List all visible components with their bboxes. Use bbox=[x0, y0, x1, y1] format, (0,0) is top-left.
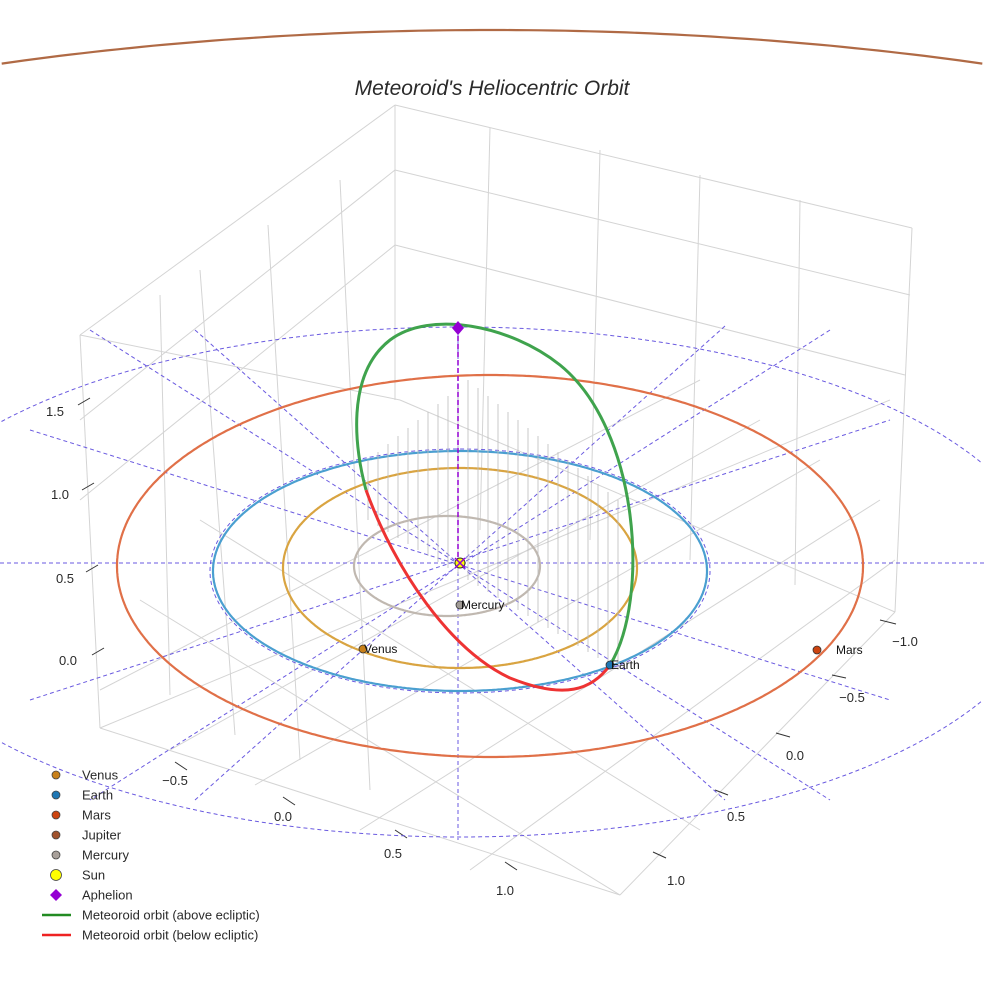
legend[interactable]: Venus Earth Mars Jupiter Mercury Sun Aphelion M… bbox=[42, 768, 260, 943]
y-tick-label: 0.5 bbox=[727, 809, 745, 824]
mars-orbit bbox=[115, 373, 865, 759]
axis-tick bbox=[81, 482, 95, 491]
grid-line bbox=[339, 179, 371, 791]
y-tick-label: 0.0 bbox=[786, 748, 804, 763]
legend-item-label[interactable]: Meteoroid orbit (above ecliptic) bbox=[82, 908, 260, 923]
grid-line bbox=[469, 559, 896, 871]
grid-line bbox=[79, 334, 101, 729]
chart-marks: Mercury Venus Earth Mars bbox=[0, 28, 984, 840]
axis-tick bbox=[714, 789, 729, 796]
legend-marker-icon bbox=[51, 770, 61, 780]
axis-tick bbox=[77, 397, 91, 406]
grid-line bbox=[99, 379, 701, 691]
chart-title: Meteoroid's Heliocentric Orbit bbox=[355, 77, 631, 100]
grid-line bbox=[589, 149, 601, 541]
legend-item-label[interactable]: Sun bbox=[82, 868, 105, 883]
meteoroid-orbit-below bbox=[364, 489, 612, 692]
reference-radial-line bbox=[29, 419, 891, 701]
mars-marker bbox=[812, 645, 822, 655]
grid-line bbox=[794, 199, 801, 586]
earth-orbit bbox=[211, 449, 709, 693]
grid-line bbox=[254, 459, 821, 786]
legend-marker-icon bbox=[50, 869, 62, 881]
grid-line bbox=[79, 104, 396, 336]
reference-radial-line bbox=[194, 329, 726, 801]
grid-line bbox=[169, 419, 761, 751]
grid-line bbox=[79, 169, 396, 421]
grid-line bbox=[689, 174, 701, 561]
axis-tick bbox=[91, 647, 105, 656]
earth-marker bbox=[605, 660, 615, 670]
axis-box bbox=[77, 104, 913, 896]
earth-label: Earth bbox=[611, 658, 640, 672]
y-tick-label: −0.5 bbox=[839, 690, 865, 705]
legend-marker-icon bbox=[51, 830, 61, 840]
legend-item-label[interactable]: Jupiter bbox=[82, 828, 122, 843]
legend-item-label[interactable]: Meteoroid orbit (below ecliptic) bbox=[82, 928, 258, 943]
perihelion-x-icon bbox=[454, 557, 466, 569]
axis-tick bbox=[282, 796, 296, 806]
legend-diamond-icon bbox=[50, 889, 62, 901]
legend-item-label[interactable]: Mercury bbox=[82, 848, 129, 863]
legend-marker-icon bbox=[51, 790, 61, 800]
venus-marker bbox=[358, 644, 368, 654]
legend-item-label[interactable]: Mars bbox=[82, 808, 111, 823]
meteoroid-orbit-above bbox=[355, 322, 635, 666]
axis-tick bbox=[775, 732, 791, 738]
jupiter-orbit bbox=[1, 28, 983, 65]
y-tick-label: −1.0 bbox=[892, 634, 918, 649]
aphelion-marker bbox=[452, 321, 464, 335]
grid-line bbox=[199, 269, 236, 736]
z-tick-label: 1.0 bbox=[51, 487, 69, 502]
z-tick-label: 0.5 bbox=[56, 571, 74, 586]
grid-line bbox=[267, 224, 301, 761]
y-tick-label: 1.0 bbox=[667, 873, 685, 888]
axis-tick bbox=[652, 851, 667, 859]
axis-tick bbox=[879, 619, 897, 625]
venus-label: Venus bbox=[364, 642, 397, 656]
grid-line bbox=[99, 727, 621, 896]
tick-labels: −0.5 0.0 0.5 1.0 −1.0 −0.5 0.0 0.5 1.0 0.0 0.5 1.0 1… bbox=[46, 404, 918, 898]
earth-reference-circle bbox=[209, 448, 711, 694]
grid-line bbox=[619, 611, 896, 896]
grid-line bbox=[199, 519, 701, 831]
mercury-marker bbox=[455, 600, 465, 610]
legend-marker-icon bbox=[51, 850, 61, 860]
x-tick-label: 1.0 bbox=[496, 883, 514, 898]
grid-line bbox=[99, 399, 891, 729]
venus-orbit bbox=[281, 466, 639, 670]
mercury-orbit bbox=[352, 514, 542, 618]
x-tick-label: −0.5 bbox=[162, 773, 188, 788]
grid-line bbox=[394, 169, 911, 296]
legend-item-label[interactable]: Aphelion bbox=[82, 888, 133, 903]
grid-line bbox=[394, 104, 913, 229]
ecliptic-reference-circle bbox=[1, 326, 982, 838]
z-tick-label: 0.0 bbox=[59, 653, 77, 668]
axis-tick bbox=[831, 674, 847, 679]
axis-tick bbox=[85, 564, 99, 573]
reference-radial-line bbox=[89, 329, 831, 801]
x-tick-label: 0.0 bbox=[274, 809, 292, 824]
axis-tick bbox=[504, 861, 518, 871]
grid-line bbox=[79, 244, 396, 501]
axis-tick bbox=[174, 761, 188, 771]
grid-line bbox=[894, 227, 913, 613]
x-tick-label: 0.5 bbox=[384, 846, 402, 861]
legend-item-label[interactable]: Earth bbox=[82, 788, 113, 803]
mars-label: Mars bbox=[836, 643, 863, 657]
grid-line bbox=[394, 244, 906, 376]
mercury-label: Mercury bbox=[461, 598, 504, 612]
legend-marker-icon bbox=[51, 810, 61, 820]
legend-item-label[interactable]: Venus bbox=[82, 768, 119, 783]
grid-line bbox=[79, 334, 401, 401]
grid-line bbox=[359, 499, 881, 831]
z-tick-label: 1.5 bbox=[46, 404, 64, 419]
axis-tick bbox=[394, 829, 408, 839]
